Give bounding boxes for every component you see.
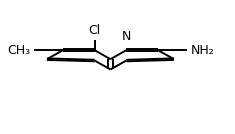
Text: N: N	[122, 30, 131, 43]
Text: CH₃: CH₃	[7, 44, 30, 57]
Text: Cl: Cl	[88, 24, 101, 37]
Text: NH₂: NH₂	[191, 44, 215, 57]
